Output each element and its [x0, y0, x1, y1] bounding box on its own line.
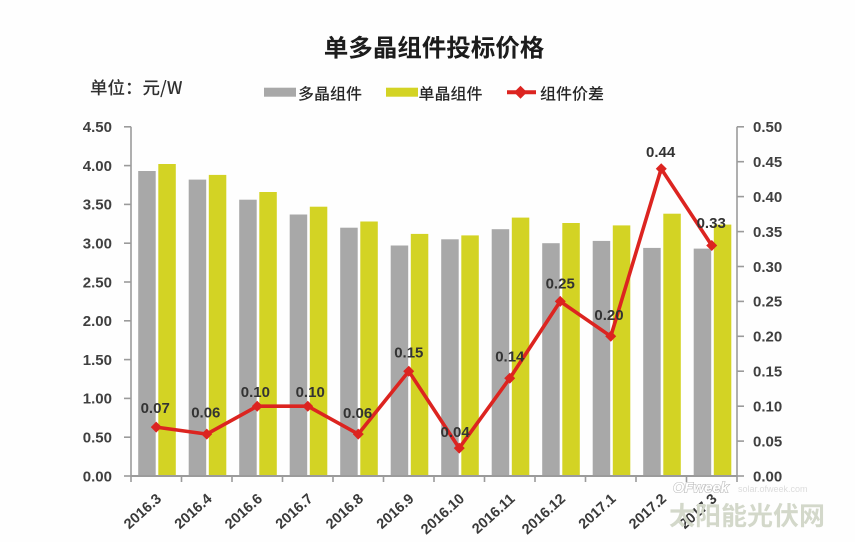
svg-text:1.00: 1.00: [83, 391, 112, 408]
svg-text:4.50: 4.50: [83, 119, 112, 136]
svg-text:0.25: 0.25: [753, 294, 782, 311]
svg-text:0.04: 0.04: [440, 424, 470, 441]
svg-text:4.00: 4.00: [83, 158, 112, 175]
svg-text:2.00: 2.00: [83, 313, 112, 330]
svg-text:3.00: 3.00: [83, 236, 112, 253]
svg-text:0.45: 0.45: [753, 154, 782, 171]
svg-text:0.05: 0.05: [753, 433, 782, 450]
svg-text:1.50: 1.50: [83, 352, 112, 369]
svg-text:OFweek: OFweek: [673, 481, 730, 497]
svg-text:0.33: 0.33: [697, 215, 726, 232]
svg-text:0.50: 0.50: [83, 430, 112, 447]
svg-text:0.20: 0.20: [753, 329, 782, 346]
svg-text:0.10: 0.10: [296, 384, 325, 401]
svg-text:0.20: 0.20: [594, 307, 623, 324]
svg-text:0.00: 0.00: [83, 468, 112, 485]
svg-text:0.00: 0.00: [753, 468, 782, 485]
svg-text:0.44: 0.44: [646, 144, 676, 161]
svg-text:0.10: 0.10: [241, 384, 270, 401]
svg-text:0.25: 0.25: [546, 275, 575, 292]
svg-text:0.50: 0.50: [753, 119, 782, 136]
svg-text:0.07: 0.07: [141, 400, 170, 417]
svg-text:0.35: 0.35: [753, 224, 782, 241]
svg-text:3.50: 3.50: [83, 197, 112, 214]
svg-text:solar.ofweek.com: solar.ofweek.com: [738, 484, 808, 494]
svg-text:0.15: 0.15: [753, 364, 782, 381]
svg-text:0.30: 0.30: [753, 259, 782, 276]
svg-text:0.10: 0.10: [753, 399, 782, 416]
svg-text:2.50: 2.50: [83, 274, 112, 291]
svg-text:0.40: 0.40: [753, 189, 782, 206]
svg-text:0.06: 0.06: [343, 405, 372, 422]
svg-text:0.15: 0.15: [394, 345, 423, 362]
svg-text:0.14: 0.14: [495, 348, 525, 365]
svg-text:0.06: 0.06: [191, 405, 220, 422]
